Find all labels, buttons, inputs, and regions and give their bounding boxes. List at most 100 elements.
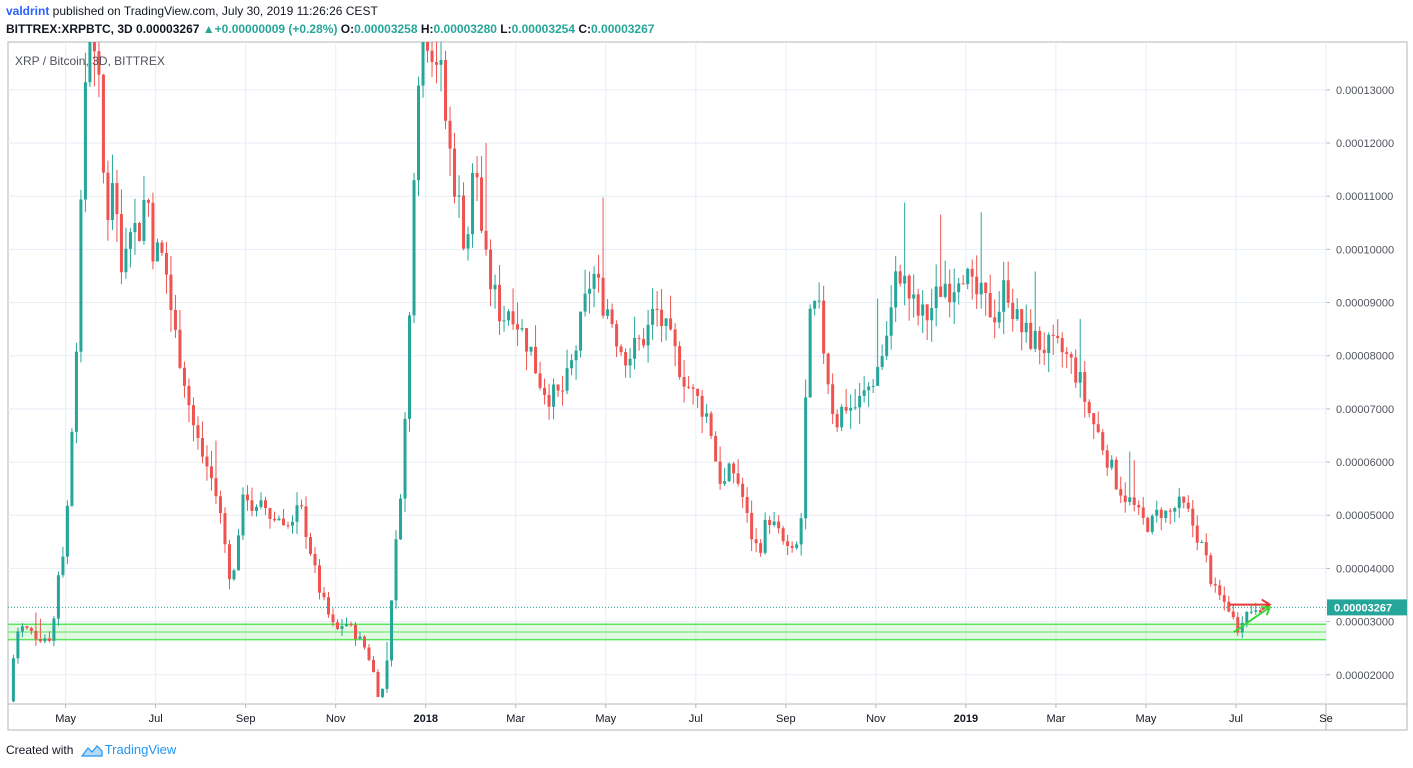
candle-body xyxy=(97,51,101,75)
candle xyxy=(97,42,101,98)
candle xyxy=(975,255,979,309)
candle xyxy=(916,288,920,326)
candle xyxy=(191,397,195,442)
candle-body xyxy=(664,318,668,327)
low-label: L: xyxy=(500,22,512,36)
candle xyxy=(124,227,128,279)
candle-body xyxy=(29,627,33,631)
candle-body xyxy=(957,283,961,293)
candle xyxy=(619,344,623,356)
candle xyxy=(1209,552,1213,587)
candle xyxy=(83,52,87,213)
y-tick-label: 0.00005000 xyxy=(1336,510,1394,522)
candle-body xyxy=(385,660,389,689)
candle xyxy=(1101,428,1105,456)
tradingview-link[interactable]: TradingView xyxy=(104,742,177,757)
y-tick-label: 0.00006000 xyxy=(1336,457,1394,469)
candle-body xyxy=(979,282,983,295)
candle xyxy=(970,259,974,300)
candle xyxy=(367,643,371,662)
candle-body xyxy=(137,222,141,241)
candle-body xyxy=(903,275,907,284)
candle-body xyxy=(709,413,713,436)
candle xyxy=(700,389,704,434)
candle xyxy=(471,163,475,248)
x-tick-label: May xyxy=(55,713,76,725)
candle-body xyxy=(331,614,335,623)
candle-body xyxy=(889,307,893,336)
candle xyxy=(516,302,520,346)
candle xyxy=(399,494,403,541)
candle xyxy=(142,175,146,245)
candle-body xyxy=(358,636,362,639)
candle xyxy=(1074,349,1078,389)
candle xyxy=(1029,309,1033,351)
chart-frame xyxy=(7,41,1408,731)
candle xyxy=(164,241,168,294)
candle xyxy=(754,528,758,553)
candle xyxy=(763,512,767,555)
candle-body xyxy=(1128,497,1132,503)
candle xyxy=(498,265,502,335)
candle xyxy=(381,688,385,699)
candle xyxy=(574,345,578,380)
candle xyxy=(961,274,965,285)
candle xyxy=(1173,506,1177,523)
candle-body xyxy=(367,647,371,660)
candle xyxy=(547,384,551,420)
candle xyxy=(1069,351,1073,374)
candle xyxy=(160,240,164,256)
candle xyxy=(268,507,272,529)
candle-body xyxy=(646,324,650,346)
candle xyxy=(592,266,596,308)
candle xyxy=(1092,412,1096,440)
candle-body xyxy=(169,274,173,311)
candle-body xyxy=(520,328,524,330)
candle xyxy=(363,635,367,650)
candle xyxy=(745,487,749,523)
candle-body xyxy=(430,50,434,63)
candle-body xyxy=(934,286,938,309)
candle-body xyxy=(570,360,574,369)
candle-body xyxy=(966,268,970,284)
candle xyxy=(871,378,875,394)
candle xyxy=(106,160,110,241)
candle xyxy=(155,238,159,262)
candle-body xyxy=(489,249,493,290)
candle-body xyxy=(1074,357,1078,383)
candle-body xyxy=(696,388,700,396)
candle xyxy=(826,352,830,395)
candle xyxy=(885,321,889,361)
candle xyxy=(1096,411,1100,434)
candle xyxy=(1195,515,1199,551)
candle xyxy=(187,378,191,423)
candle-body xyxy=(205,456,209,467)
candle xyxy=(948,269,952,318)
candle-body xyxy=(218,496,222,514)
candle xyxy=(880,344,884,371)
candle-body xyxy=(885,335,889,357)
candle xyxy=(664,318,668,341)
candle xyxy=(1168,507,1172,525)
candle-body xyxy=(561,390,565,392)
candle xyxy=(1204,533,1208,563)
candle xyxy=(691,384,695,405)
candle-body xyxy=(1164,510,1168,518)
candle xyxy=(682,359,686,403)
author-name[interactable]: valdrint xyxy=(6,4,50,18)
candle xyxy=(601,197,605,319)
candle-body xyxy=(930,308,934,321)
candle-body xyxy=(399,498,403,540)
candle xyxy=(813,300,817,316)
candle-body xyxy=(133,222,137,233)
candle-body xyxy=(124,248,128,273)
candle-body xyxy=(61,556,65,576)
candle-body xyxy=(642,338,646,346)
candle-body xyxy=(507,311,511,321)
candle xyxy=(1213,577,1217,593)
candle-body xyxy=(277,518,281,521)
candle xyxy=(651,288,655,340)
candle-body xyxy=(682,377,686,387)
candle xyxy=(16,627,20,664)
